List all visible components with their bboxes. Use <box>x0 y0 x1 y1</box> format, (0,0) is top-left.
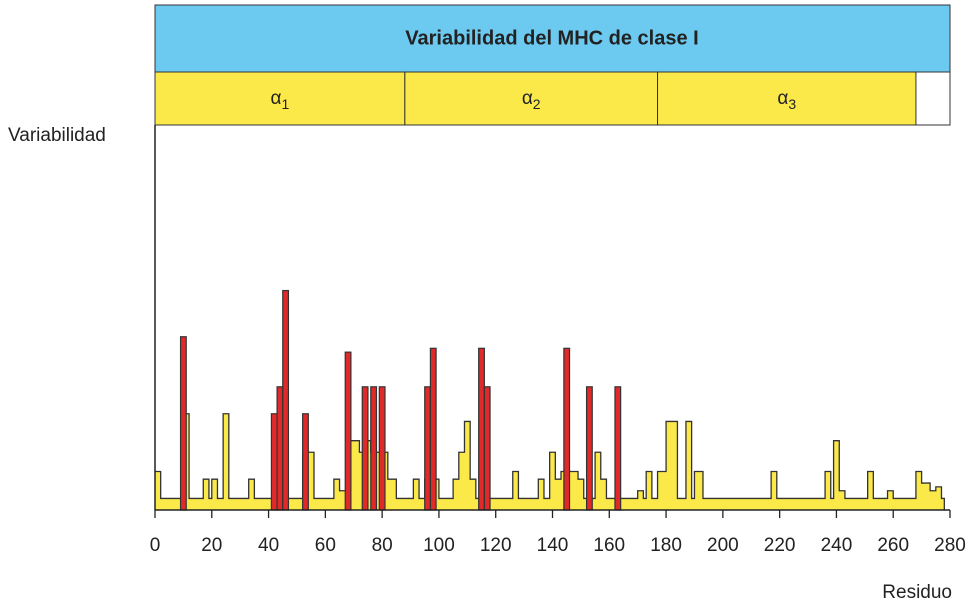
highlight-bar <box>302 413 309 511</box>
domain-symbol: α <box>271 88 282 109</box>
domain-symbol: α <box>777 88 788 109</box>
domain-subscript: 2 <box>533 96 541 112</box>
highlight-bar <box>282 289 290 511</box>
x-tick-label: 160 <box>593 535 625 556</box>
x-axis-label: Residuo <box>882 582 952 603</box>
x-tick-label: 220 <box>764 535 796 556</box>
highlight-bar <box>276 386 284 511</box>
highlight-bar <box>424 386 432 511</box>
chart-title: Variabilidad del MHC de clase I <box>405 27 698 49</box>
x-tick-label: 80 <box>372 535 393 556</box>
highlight-bar <box>344 351 352 511</box>
x-tick-label: 200 <box>707 535 739 556</box>
x-tick-label: 180 <box>650 535 682 556</box>
highlight-bar <box>614 386 622 511</box>
highlight-bar <box>370 386 378 511</box>
title-band <box>154 4 951 73</box>
domain <box>404 71 659 126</box>
x-tick-label: 260 <box>877 535 909 556</box>
domain-label: α2 <box>522 88 541 112</box>
domain-symbol: α <box>522 88 533 109</box>
x-tick-label: 20 <box>201 535 222 556</box>
x-tick-label: 40 <box>258 535 279 556</box>
highlight-bar <box>483 386 491 511</box>
domain-label: α3 <box>777 88 796 112</box>
domain <box>154 71 406 126</box>
highlight-bar <box>179 336 187 511</box>
highlight-bar <box>270 413 278 511</box>
x-tick-label: 280 <box>934 535 966 556</box>
x-tick-label: 120 <box>480 535 512 556</box>
highlight-bar <box>585 386 593 511</box>
domain-label: α1 <box>271 88 290 112</box>
x-tick-label: 0 <box>150 535 161 556</box>
domain <box>657 71 917 126</box>
domain-subscript: 3 <box>788 96 796 112</box>
highlight-bar <box>478 347 485 511</box>
highlight-bar <box>378 386 386 511</box>
highlight-bar <box>361 386 369 511</box>
y-axis-label: Variabilidad <box>8 125 106 146</box>
x-tick-label: 100 <box>423 535 455 556</box>
x-tick-label: 60 <box>315 535 336 556</box>
highlight-bar <box>429 347 437 511</box>
domain-subscript: 1 <box>282 96 290 112</box>
x-tick-label: 140 <box>537 535 569 556</box>
x-tick-label: 240 <box>821 535 853 556</box>
highlight-bar <box>563 347 571 511</box>
